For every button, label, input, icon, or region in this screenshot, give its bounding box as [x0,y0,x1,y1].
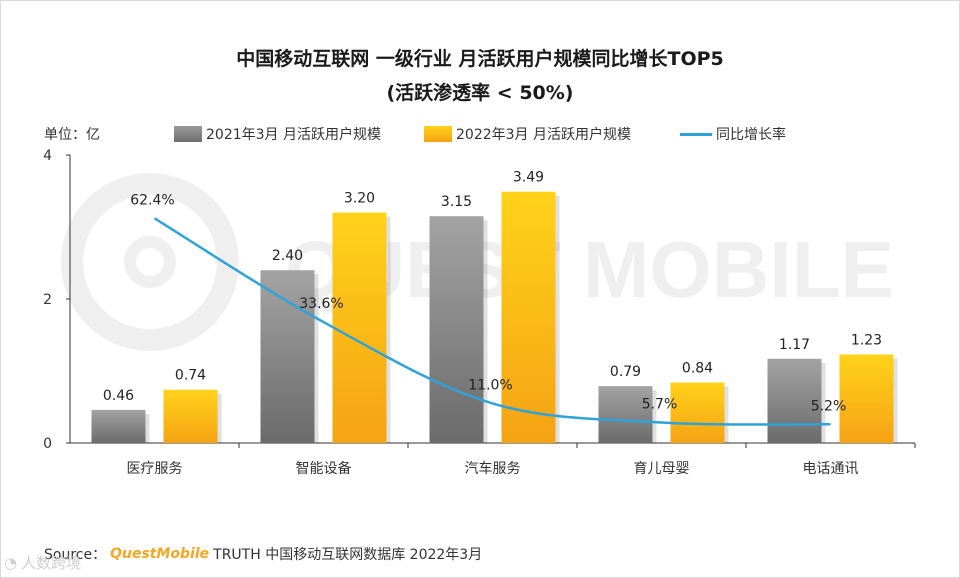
x-tick-label: 智能设备 [296,460,352,477]
corner-watermark-text: 人数跨境 [21,554,82,572]
legend-label-growth: 同比增长率 [716,127,786,143]
legend-item-growth: 同比增长率 [680,124,786,144]
legend-swatch-growth [680,132,712,136]
y-tick-label: 0 [43,436,52,452]
bar-label-2021: 0.79 [610,364,641,380]
x-tick-label: 汽车服务 [465,460,521,477]
bar-label-2022: 1.23 [851,332,882,348]
y-tick-label: 2 [43,292,52,308]
legend-label-2021: 2021年3月 月活跃用户规模 [206,127,381,143]
bar-label-2022: 3.20 [344,191,375,207]
bar-2022 [839,354,894,443]
unit-label: 单位：亿 [44,127,100,143]
bar-2021 [767,358,822,443]
corner-watermark: ◔ 人数跨境 [4,552,81,573]
source-line: Source： QuestMobile TRUTH 中国移动互联网数据库 202… [44,544,482,564]
bar-label-2021: 3.15 [441,194,472,210]
source-brand: QuestMobile [110,546,210,562]
bar-2021 [260,270,315,443]
growth-line [153,217,831,426]
watermark-dot [124,236,176,288]
x-tick-label: 医疗服务 [127,461,183,477]
corner-watermark-icon: ◔ [4,553,18,572]
growth-label: 11.0% [468,377,512,393]
source-prefix: Source： [44,547,107,563]
bar-2021 [91,409,146,443]
bar-label-2021: 0.46 [103,388,134,404]
growth-label: 5.2% [811,398,847,414]
bar-2022 [501,191,556,443]
bar-label-2021: 2.40 [272,248,303,264]
legend-swatch-2022 [424,126,452,142]
legend-swatch-2021 [174,126,202,142]
bar-2021 [598,386,653,443]
source-suffix: TRUTH 中国移动互联网数据库 2022年3月 [213,547,483,563]
legend-label-2022: 2022年3月 月活跃用户规模 [456,127,631,143]
chart-subtitle: (活跃渗透率 < 50%) [386,82,574,104]
x-tick-label: 电话通讯 [803,461,859,477]
y-tick-label: 4 [43,148,52,164]
bar-2021 [429,216,484,443]
bar-2022 [332,212,387,443]
bar-label-2021: 1.17 [779,337,810,353]
chart-title: 中国移动互联网 一级行业 月活跃用户规模同比增长TOP5 [236,48,724,70]
bar-label-2022: 0.84 [682,361,713,377]
growth-label: 62.4% [130,192,174,208]
bar-label-2022: 0.74 [175,368,206,384]
legend-item-2021: 2021年3月 月活跃用户规模 [174,124,381,144]
watermark-ring [61,173,239,351]
bar-2022 [163,389,218,443]
bar-label-2022: 3.49 [513,170,544,186]
growth-label: 5.7% [642,396,678,412]
bar-2022 [670,382,725,443]
x-tick-label: 育儿母婴 [634,461,690,477]
legend-item-2022: 2022年3月 月活跃用户规模 [424,124,631,144]
growth-label: 33.6% [299,296,343,312]
